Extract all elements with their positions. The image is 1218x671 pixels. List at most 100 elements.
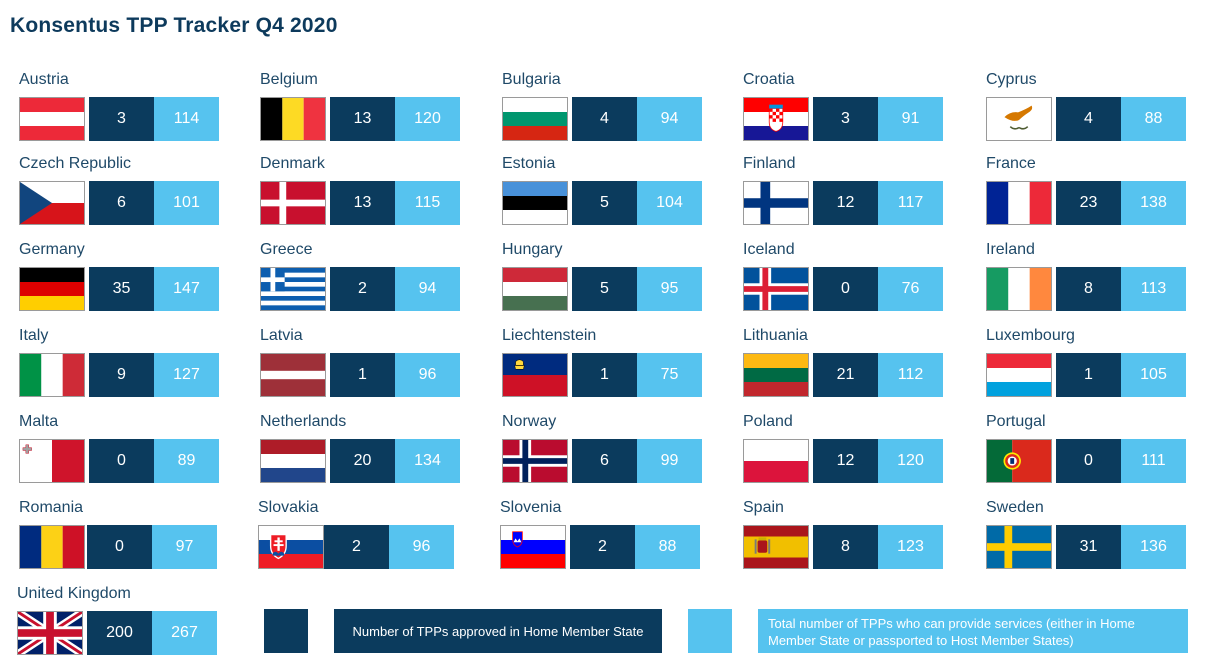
country-card-denmark: Denmark 13 115 <box>260 155 465 235</box>
germany-flag-icon <box>19 267 85 311</box>
home-tpp-count: 20 <box>330 439 395 483</box>
country-card-germany: Germany 35 147 <box>19 241 224 321</box>
cyprus-flag-icon <box>986 97 1052 141</box>
page-title: Konsentus TPP Tracker Q4 2020 <box>10 14 338 37</box>
czech-republic-flag-icon <box>19 181 85 225</box>
country-name: Latvia <box>260 327 303 344</box>
total-tpp-count: 96 <box>389 525 454 569</box>
total-tpp-count: 117 <box>878 181 943 225</box>
country-card-ireland: Ireland 8 113 <box>986 241 1191 321</box>
iceland-flag-icon <box>743 267 809 311</box>
home-tpp-count: 200 <box>87 611 152 655</box>
portugal-flag-icon <box>986 439 1052 483</box>
country-card-spain: Spain 8 123 <box>743 499 948 579</box>
ireland-flag-icon <box>986 267 1052 311</box>
total-tpp-count: 123 <box>878 525 943 569</box>
total-tpp-count: 111 <box>1121 439 1186 483</box>
country-name: Cyprus <box>986 71 1037 88</box>
country-card-iceland: Iceland 0 76 <box>743 241 948 321</box>
country-name: Liechtenstein <box>502 327 597 344</box>
lithuania-flag-icon <box>743 353 809 397</box>
total-tpp-count: 136 <box>1121 525 1186 569</box>
total-tpp-count: 94 <box>395 267 460 311</box>
country-card-malta: Malta 0 89 <box>19 413 224 493</box>
country-card-slovakia: Slovakia 2 96 <box>258 499 463 579</box>
country-name: Netherlands <box>260 413 347 430</box>
total-tpp-count: 120 <box>395 97 460 141</box>
country-name: Germany <box>19 241 85 258</box>
total-tpp-count: 120 <box>878 439 943 483</box>
total-tpp-count: 115 <box>395 181 460 225</box>
austria-flag-icon <box>19 97 85 141</box>
luxembourg-flag-icon <box>986 353 1052 397</box>
legend-total-label: Total number of TPPs who can provide ser… <box>758 609 1188 653</box>
country-card-finland: Finland 12 117 <box>743 155 948 235</box>
total-tpp-count: 75 <box>637 353 702 397</box>
country-name: Iceland <box>743 241 795 258</box>
total-tpp-count: 104 <box>637 181 702 225</box>
latvia-flag-icon <box>260 353 326 397</box>
country-card-lithuania: Lithuania 21 112 <box>743 327 948 407</box>
country-card-hungary: Hungary 5 95 <box>502 241 707 321</box>
country-card-france: France 23 138 <box>986 155 1191 235</box>
country-name: Austria <box>19 71 69 88</box>
country-name: Slovenia <box>500 499 562 516</box>
sweden-flag-icon <box>986 525 1052 569</box>
country-card-estonia: Estonia 5 104 <box>502 155 707 235</box>
home-tpp-count: 2 <box>330 267 395 311</box>
country-card-czech-republic: Czech Republic 6 101 <box>19 155 224 235</box>
total-tpp-count: 96 <box>395 353 460 397</box>
total-tpp-count: 127 <box>154 353 219 397</box>
denmark-flag-icon <box>260 181 326 225</box>
country-name: Ireland <box>986 241 1035 258</box>
greece-flag-icon <box>260 267 326 311</box>
home-tpp-count: 3 <box>813 97 878 141</box>
slovenia-flag-icon <box>500 525 566 569</box>
country-card-liechtenstein: Liechtenstein 1 75 <box>502 327 707 407</box>
home-tpp-count: 31 <box>1056 525 1121 569</box>
country-name: United Kingdom <box>17 585 131 602</box>
legend-home-label: Number of TPPs approved in Home Member S… <box>334 609 662 653</box>
total-tpp-count: 99 <box>637 439 702 483</box>
home-tpp-count: 3 <box>89 97 154 141</box>
home-tpp-count: 23 <box>1056 181 1121 225</box>
netherlands-flag-icon <box>260 439 326 483</box>
country-name: France <box>986 155 1036 172</box>
country-card-norway: Norway 6 99 <box>502 413 707 493</box>
legend-total-swatch <box>688 609 732 653</box>
country-card-austria: Austria 3 114 <box>19 71 224 151</box>
country-name: Czech Republic <box>19 155 132 172</box>
home-tpp-count: 8 <box>1056 267 1121 311</box>
home-tpp-count: 13 <box>330 181 395 225</box>
home-tpp-count: 5 <box>572 181 637 225</box>
home-tpp-count: 1 <box>1056 353 1121 397</box>
country-card-portugal: Portugal 0 111 <box>986 413 1191 493</box>
country-card-italy: Italy 9 127 <box>19 327 224 407</box>
total-tpp-count: 138 <box>1121 181 1186 225</box>
total-tpp-count: 105 <box>1121 353 1186 397</box>
home-tpp-count: 2 <box>570 525 635 569</box>
home-tpp-count: 0 <box>1056 439 1121 483</box>
country-name: Bulgaria <box>502 71 561 88</box>
total-tpp-count: 88 <box>635 525 700 569</box>
country-name: Spain <box>743 499 784 516</box>
home-tpp-count: 2 <box>324 525 389 569</box>
home-tpp-count: 5 <box>572 267 637 311</box>
total-tpp-count: 95 <box>637 267 702 311</box>
country-name: Croatia <box>743 71 795 88</box>
croatia-flag-icon <box>743 97 809 141</box>
country-name: Estonia <box>502 155 556 172</box>
country-name: Luxembourg <box>986 327 1075 344</box>
country-name: Poland <box>743 413 793 430</box>
country-card-united-kingdom: United Kingdom 200 267 <box>17 585 222 665</box>
estonia-flag-icon <box>502 181 568 225</box>
spain-flag-icon <box>743 525 809 569</box>
united-kingdom-flag-icon <box>17 611 83 655</box>
country-name: Belgium <box>260 71 318 88</box>
bulgaria-flag-icon <box>502 97 568 141</box>
poland-flag-icon <box>743 439 809 483</box>
country-card-luxembourg: Luxembourg 1 105 <box>986 327 1191 407</box>
slovakia-flag-icon <box>258 525 324 569</box>
country-card-sweden: Sweden 31 136 <box>986 499 1191 579</box>
hungary-flag-icon <box>502 267 568 311</box>
